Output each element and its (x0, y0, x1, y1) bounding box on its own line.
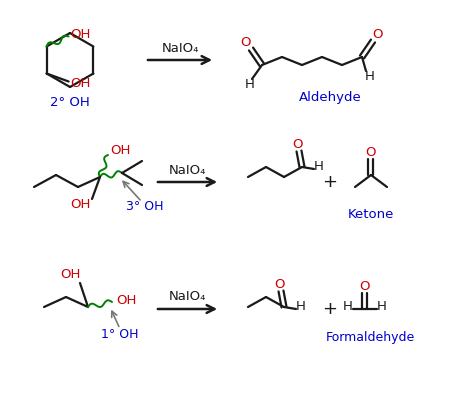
Text: NaIO₄: NaIO₄ (168, 291, 206, 303)
Text: 1° OH: 1° OH (101, 328, 139, 341)
Text: +: + (322, 173, 337, 191)
Text: NaIO₄: NaIO₄ (168, 164, 206, 177)
Text: OH: OH (71, 28, 91, 41)
Text: OH: OH (110, 145, 130, 158)
Text: H: H (365, 71, 375, 83)
Text: +: + (322, 300, 337, 318)
Text: O: O (241, 37, 251, 50)
Text: O: O (293, 137, 303, 150)
Text: O: O (275, 278, 285, 291)
Text: H: H (296, 299, 306, 312)
Text: 3° OH: 3° OH (126, 200, 164, 214)
Text: OH: OH (116, 293, 136, 306)
Text: O: O (373, 29, 383, 42)
Text: 2° OH: 2° OH (50, 96, 90, 108)
Text: H: H (245, 79, 255, 91)
Text: O: O (360, 279, 370, 293)
Text: OH: OH (71, 77, 91, 90)
Text: OH: OH (70, 197, 90, 210)
Text: H: H (377, 301, 387, 314)
Text: H: H (314, 160, 324, 173)
Text: Aldehyde: Aldehyde (299, 91, 361, 104)
Text: H: H (343, 301, 353, 314)
Text: Ketone: Ketone (348, 208, 394, 220)
Text: Formaldehyde: Formaldehyde (325, 330, 415, 343)
Text: O: O (366, 145, 376, 158)
Text: OH: OH (60, 268, 80, 281)
Text: NaIO₄: NaIO₄ (161, 42, 199, 54)
